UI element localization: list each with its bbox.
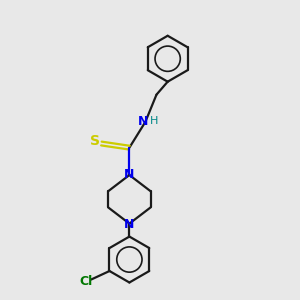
Text: Cl: Cl (79, 275, 92, 288)
Text: N: N (124, 218, 135, 231)
Text: N: N (138, 115, 148, 128)
Text: N: N (124, 168, 135, 181)
Text: S: S (90, 134, 100, 148)
Text: H: H (150, 116, 158, 126)
